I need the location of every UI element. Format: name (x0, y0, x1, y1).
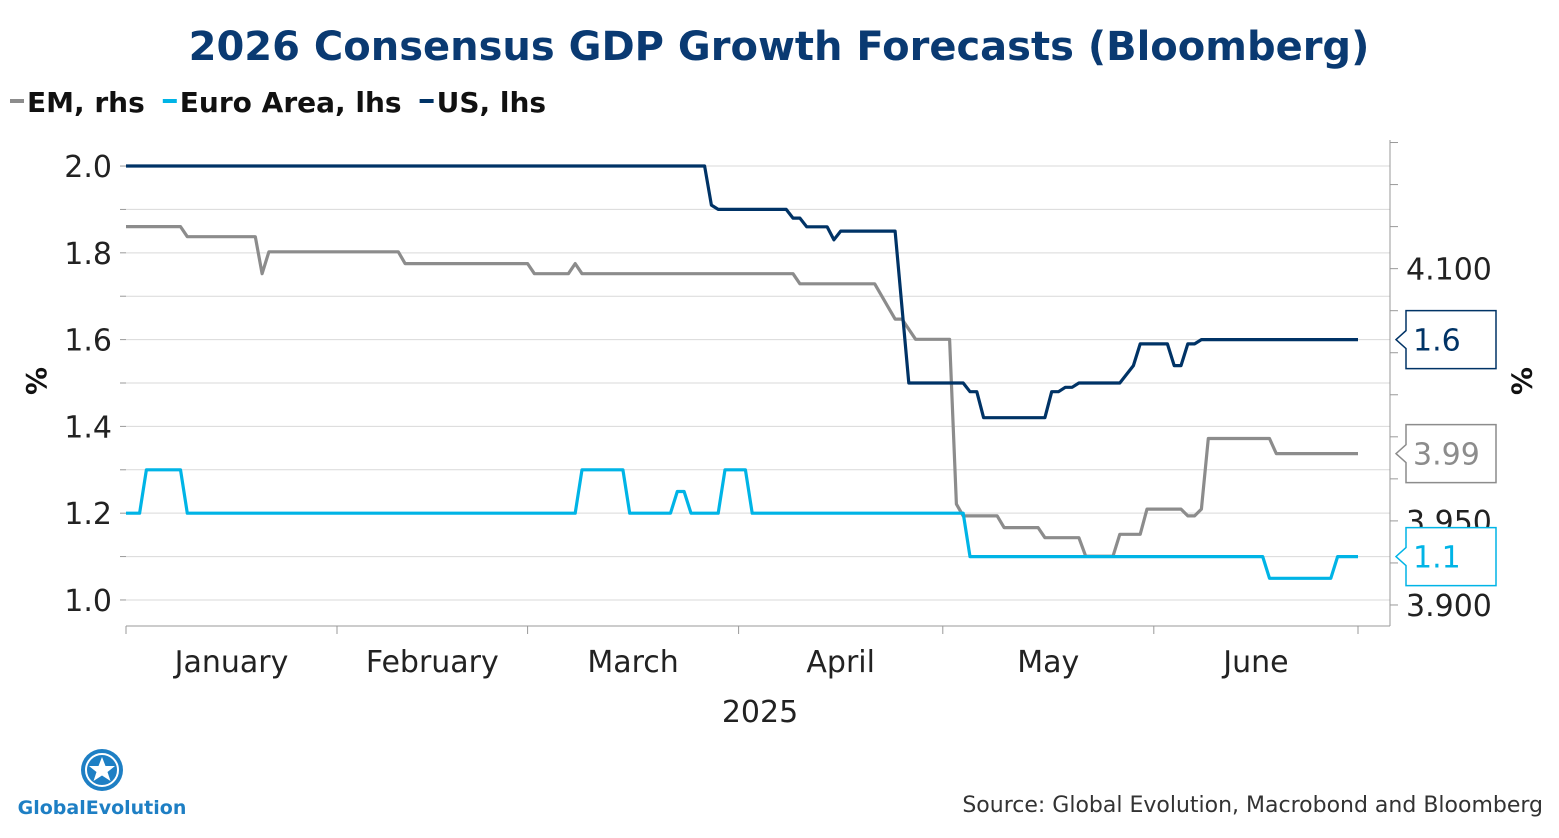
left-axis-label: % (20, 367, 53, 395)
last-value-tags: 3.99 1.1 1.6 (1394, 309, 1497, 587)
x-tick-label-may: May (1017, 645, 1079, 680)
last-value-tag-em (1394, 423, 1497, 484)
x-tick-label-april: April (806, 645, 875, 680)
left-tick-label: 1.6 (64, 324, 112, 359)
source-note: Source: Global Evolution, Macrobond and … (962, 793, 1543, 818)
x-axis-label: 2025 (722, 695, 798, 730)
last-value-tag-euro (1394, 526, 1497, 587)
right-tick-label: 4.100 (1406, 253, 1492, 288)
left-tick-label: 1.0 (64, 584, 112, 619)
gridlines (126, 165, 1390, 601)
logo-ring-icon (85, 753, 119, 787)
series-line-us (126, 164, 1358, 420)
x-axis-month-labels: January February March April May June (173, 645, 1289, 680)
last-value-label-em: 3.99 (1413, 438, 1480, 473)
left-tick-label: 1.2 (64, 497, 112, 532)
global-evolution-logo: GlobalEvolution (18, 749, 187, 819)
logo-text: GlobalEvolution (18, 797, 187, 819)
x-tick-label-january: January (173, 645, 289, 680)
right-tick-label: 3.900 (1406, 589, 1492, 624)
series-line-euro (126, 468, 1358, 580)
left-tick-label: 2.0 (64, 150, 112, 185)
left-axis-tick-labels: 1.0 1.2 1.4 1.6 1.8 2.0 (64, 150, 126, 619)
last-value-label-euro: 1.1 (1413, 541, 1461, 576)
legend: EM, rhs Euro Area, lhs US, lhs (10, 86, 546, 119)
right-axis-label: % (1505, 367, 1538, 395)
left-tick-label: 1.4 (64, 410, 112, 445)
left-tick-label: 1.8 (64, 237, 112, 272)
last-value-label-us: 1.6 (1413, 324, 1461, 359)
series-line-em (126, 225, 1358, 558)
x-axis-ticks (125, 626, 1359, 634)
legend-label-us: US, lhs (437, 86, 546, 119)
last-value-tag-us (1394, 309, 1497, 370)
legend-label-euro: Euro Area, lhs (180, 86, 402, 119)
logo-star-icon (89, 757, 115, 781)
chart-title: 2026 Consensus GDP Growth Forecasts (Blo… (189, 24, 1370, 70)
x-tick-label-march: March (587, 645, 678, 680)
series-lines (126, 164, 1358, 580)
x-tick-label-february: February (366, 645, 499, 680)
legend-label-em: EM, rhs (27, 86, 145, 119)
x-tick-label-june: June (1221, 645, 1288, 680)
